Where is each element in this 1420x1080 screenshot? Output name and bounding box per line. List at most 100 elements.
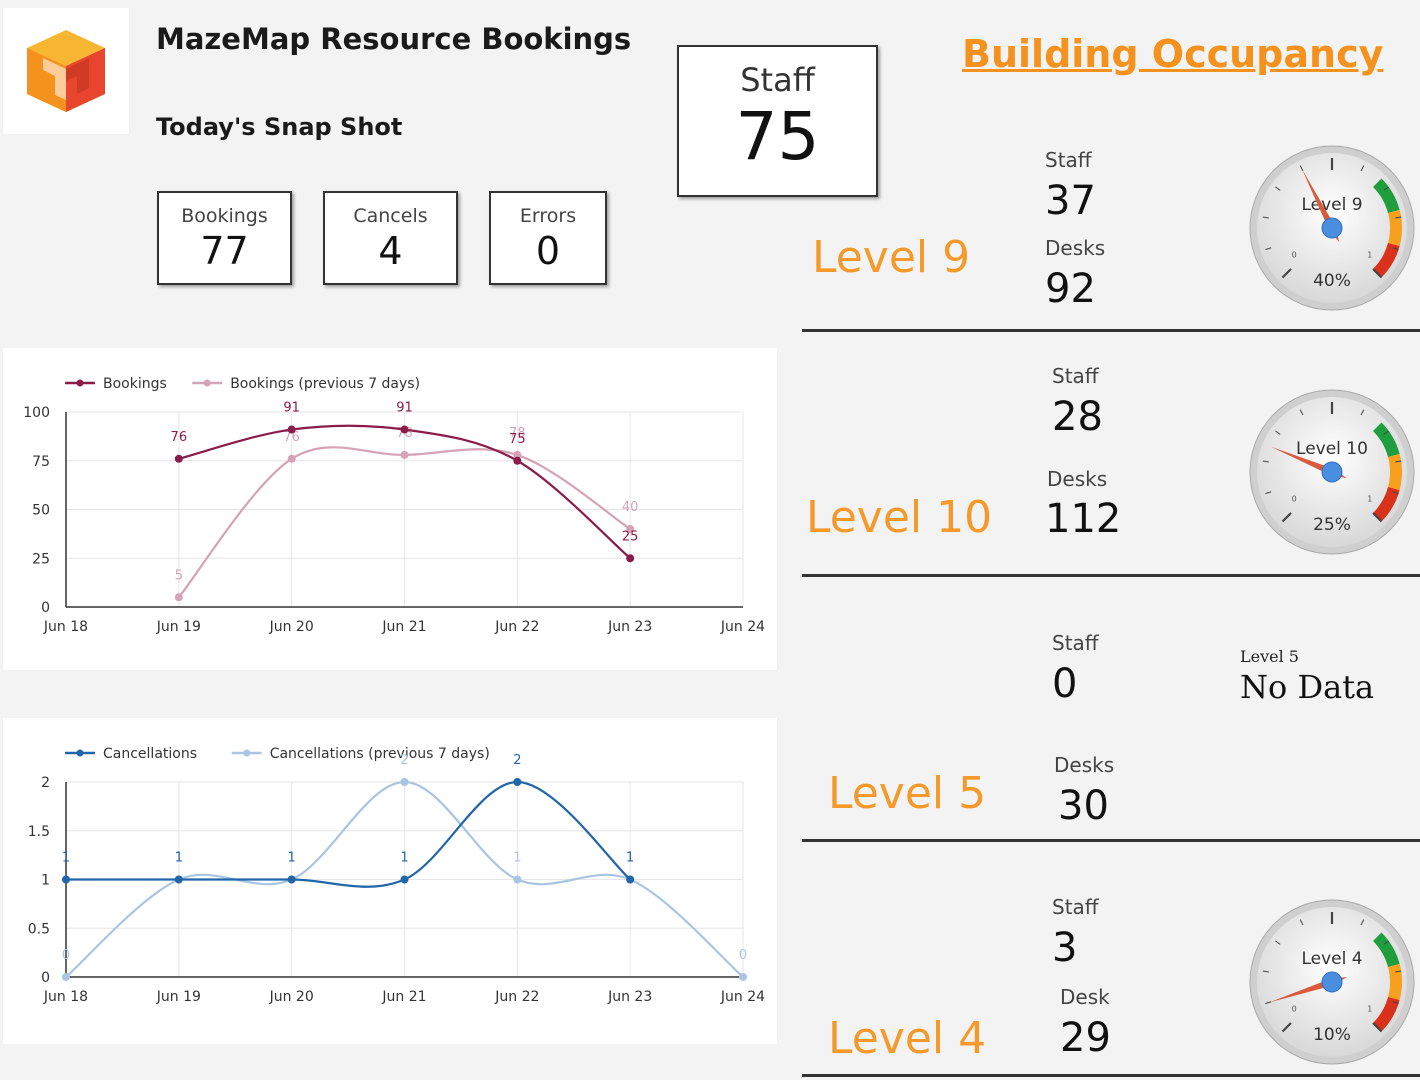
kpi-bookings-card: Bookings 77 xyxy=(157,191,292,285)
level-divider xyxy=(802,1074,1420,1077)
gauge-tick xyxy=(1372,268,1383,279)
level-4-name: Level 4 xyxy=(828,1013,987,1064)
data-point xyxy=(513,778,522,786)
gauge-band xyxy=(1373,932,1400,967)
y-tick-label: 100 xyxy=(23,405,50,421)
data-point xyxy=(400,450,409,459)
level-9-name: Level 9 xyxy=(812,232,971,283)
level-5-staff-label: Staff xyxy=(1052,631,1099,655)
gauge-tick xyxy=(1392,491,1399,495)
gauge-tick xyxy=(1265,491,1272,495)
gauge-level-label: Level 10 xyxy=(1296,439,1368,459)
data-point xyxy=(174,593,183,602)
data-label: 0 xyxy=(62,948,70,963)
data-point xyxy=(513,450,522,459)
level-9-staff-label: Staff xyxy=(1045,148,1092,172)
level-10-desks-label: Desks xyxy=(1047,467,1108,491)
data-point xyxy=(62,875,70,884)
level-10-gauge: 0 1 Level 10 25% xyxy=(1249,389,1415,555)
level-9-staff-value: 37 xyxy=(1045,178,1096,224)
level-5-name: Level 5 xyxy=(828,768,987,819)
data-label: 1 xyxy=(288,851,296,866)
gauge-tick xyxy=(1262,970,1269,973)
gauge-tick xyxy=(1383,186,1389,191)
level-10-staff-label: Staff xyxy=(1052,364,1099,388)
x-tick-label: Jun 21 xyxy=(381,619,426,635)
legend-label: Bookings (previous 7 days) xyxy=(230,376,420,392)
level-9-desks-value: 92 xyxy=(1045,266,1096,312)
gauge-hub xyxy=(1321,971,1343,993)
gauge-band xyxy=(1388,453,1402,491)
legend-label: Cancellations xyxy=(103,746,197,762)
gauge-tick xyxy=(1299,409,1304,416)
gauge-tick xyxy=(1360,165,1365,172)
data-point xyxy=(513,875,522,884)
level-divider xyxy=(802,329,1420,332)
level-5-staff-value: 0 xyxy=(1052,661,1078,707)
data-label: 40 xyxy=(622,500,639,515)
gauge-max-label: 1 xyxy=(1367,251,1372,260)
kpi-errors-value: 0 xyxy=(535,229,561,273)
series-line xyxy=(66,780,631,888)
gauge-hub xyxy=(1321,217,1343,239)
app-title: MazeMap Resource Bookings xyxy=(156,22,632,56)
legend-marker xyxy=(76,749,84,757)
legend-marker xyxy=(203,379,211,387)
x-tick-label: Jun 19 xyxy=(156,619,201,635)
kpi-cancels-label: Cancels xyxy=(353,205,428,227)
y-tick-label: 75 xyxy=(32,454,50,470)
gauge-tick xyxy=(1281,512,1292,523)
x-tick-label: Jun 24 xyxy=(720,619,765,635)
gauge-tick xyxy=(1395,216,1402,219)
gauge-percent-label: 10% xyxy=(1313,1025,1351,1045)
gauge-band xyxy=(1373,997,1400,1032)
data-label: 75 xyxy=(509,432,526,447)
data-point xyxy=(174,875,183,884)
data-label: 1 xyxy=(626,851,634,866)
gauge-tick xyxy=(1395,970,1402,973)
level-5-no-data-label: Level 5 xyxy=(1240,647,1299,666)
gauge-max-label: 1 xyxy=(1367,1005,1372,1014)
level-divider xyxy=(802,574,1420,577)
data-point xyxy=(400,875,409,884)
legend-marker xyxy=(243,749,251,757)
kpi-staff-card: Staff 75 xyxy=(677,45,878,197)
gauge-tick xyxy=(1265,247,1272,251)
data-label: 78 xyxy=(509,426,526,441)
kpi-errors-label: Errors xyxy=(519,205,577,227)
data-label: 1 xyxy=(62,851,70,866)
data-point xyxy=(400,425,409,434)
data-point xyxy=(513,456,522,465)
gauge-percent-label: 40% xyxy=(1313,271,1351,291)
gauge-band xyxy=(1373,487,1400,522)
level-5-desks-value: 30 xyxy=(1058,783,1109,829)
gauge-level-label: Level 4 xyxy=(1301,949,1362,969)
x-tick-label: Jun 22 xyxy=(494,619,539,635)
legend-label: Bookings xyxy=(103,376,167,392)
bookings-chart-card: 0 25 50 75 100 Jun 18 Jun 19 Jun 20 Jun 21 Jun 22… xyxy=(3,348,777,670)
gauge-band xyxy=(1373,422,1400,457)
gauge-tick xyxy=(1275,186,1281,191)
gauge-level-label: Level 9 xyxy=(1301,195,1362,215)
kpi-cancels-value: 4 xyxy=(378,229,403,273)
y-tick-label: 0 xyxy=(41,970,50,986)
data-label: 2 xyxy=(400,753,408,768)
y-tick-label: 25 xyxy=(32,551,50,567)
gauge-min-label: 0 xyxy=(1292,495,1297,504)
gauge-tick xyxy=(1392,1001,1399,1005)
gauge-min-label: 0 xyxy=(1292,251,1297,260)
data-point xyxy=(400,778,409,786)
y-tick-label: 0.5 xyxy=(28,921,50,937)
x-tick-label: Jun 19 xyxy=(156,989,201,1005)
kpi-errors-card: Errors 0 xyxy=(489,191,607,285)
y-tick-label: 50 xyxy=(32,503,50,519)
y-tick-label: 0 xyxy=(41,600,50,616)
data-label: 2 xyxy=(513,753,521,768)
gauge-tick xyxy=(1372,512,1383,523)
gauge-tick xyxy=(1383,940,1389,945)
y-tick-label: 1.5 xyxy=(28,824,50,840)
series-line xyxy=(177,446,631,598)
data-label: 25 xyxy=(622,529,639,544)
x-tick-label: Jun 20 xyxy=(269,619,314,635)
kpi-bookings-label: Bookings xyxy=(181,205,268,227)
